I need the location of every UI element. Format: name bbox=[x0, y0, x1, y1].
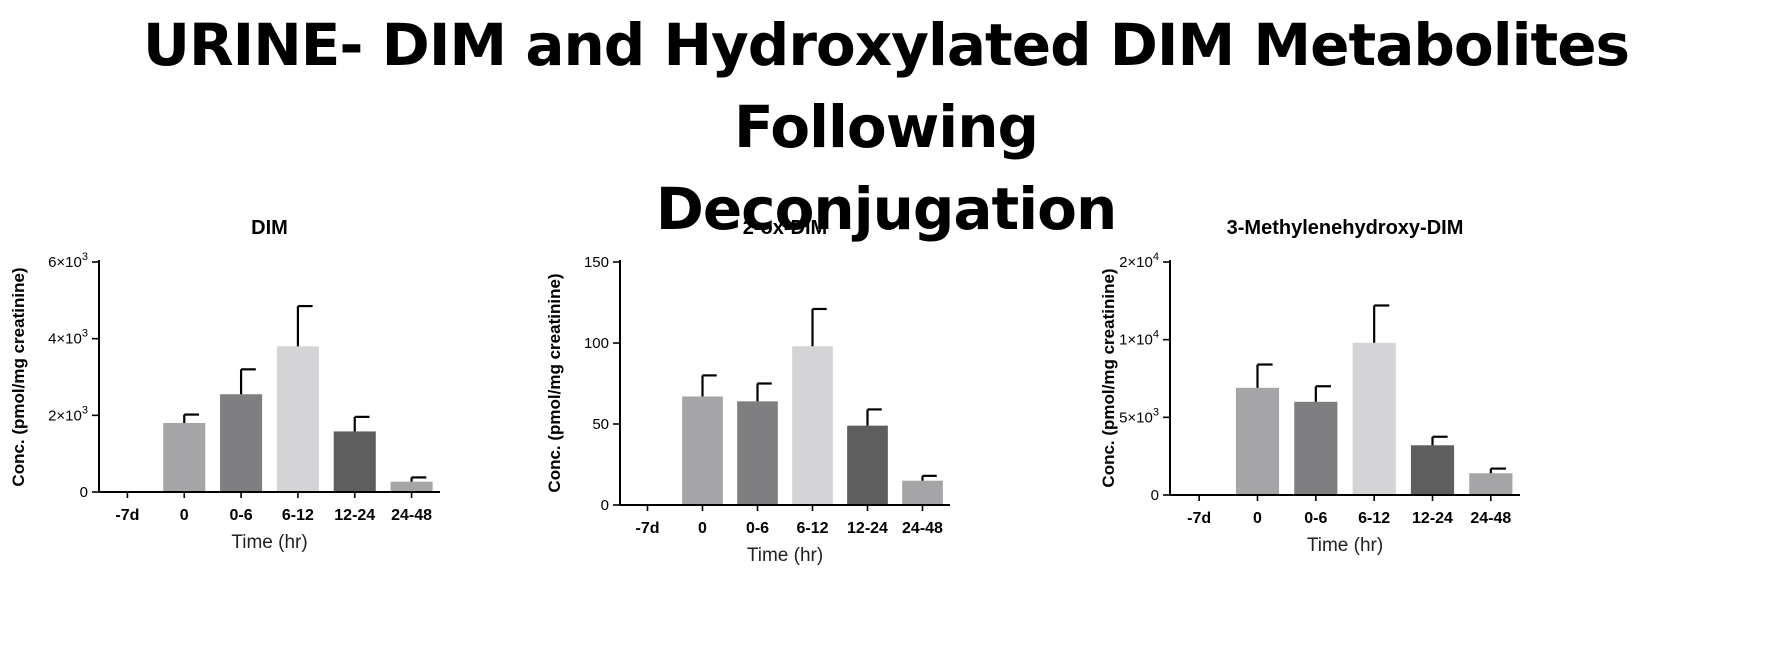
x-axis-label: Time (hr) bbox=[231, 532, 307, 553]
x-tick-label: 0 bbox=[1253, 510, 1262, 527]
y-tick-label: 0 bbox=[80, 484, 88, 501]
bar-12-24 bbox=[333, 431, 376, 492]
bar-6-12 bbox=[1352, 342, 1396, 495]
bar-0 bbox=[1235, 387, 1280, 495]
bar-12-24 bbox=[847, 425, 888, 505]
x-tick-label: 12-24 bbox=[1412, 510, 1453, 527]
x-axis-label: Time (hr) bbox=[747, 545, 823, 566]
bar-24-48 bbox=[1469, 473, 1513, 495]
figure-title-line-2: Deconjugation bbox=[655, 175, 1118, 243]
x-tick-label: 0-6 bbox=[746, 520, 769, 537]
x-tick-label: 12-24 bbox=[847, 520, 888, 537]
bar-0 bbox=[163, 423, 206, 492]
figure-title-line-1: URINE- DIM and Hydroxylated DIM Metaboli… bbox=[142, 11, 1630, 161]
bar-0-6 bbox=[737, 401, 778, 505]
x-tick-label: 0 bbox=[180, 507, 189, 524]
x-tick-label: 12-24 bbox=[334, 507, 375, 524]
y-tick-label: 0 bbox=[1151, 487, 1159, 504]
y-axis-label: Conc. (pmol/mg creatinine) bbox=[1099, 268, 1118, 487]
y-tick-label: 150 bbox=[584, 254, 609, 271]
y-axis-label: Conc. (pmol/mg creatinine) bbox=[9, 267, 28, 486]
y-tick-label: 2×104 bbox=[1119, 251, 1159, 271]
bar-24-48 bbox=[390, 481, 433, 492]
x-tick-label: 6-12 bbox=[796, 520, 828, 537]
x-tick-label: 0 bbox=[698, 520, 707, 537]
y-tick-label: 100 bbox=[584, 335, 609, 352]
x-tick-label: 24-48 bbox=[1470, 510, 1511, 527]
chart-title: 2-ox-DIM bbox=[743, 217, 827, 239]
chart-title: 3-Methylenehydroxy-DIM bbox=[1227, 217, 1464, 239]
y-tick-label: 2×103 bbox=[48, 404, 88, 424]
figure-title: URINE- DIM and Hydroxylated DIM Metaboli… bbox=[0, 4, 1772, 250]
y-axis-label: Conc. (pmol/mg creatinine) bbox=[545, 273, 564, 492]
x-axis-label: Time (hr) bbox=[1307, 535, 1383, 556]
bar-24-48 bbox=[902, 480, 943, 505]
y-tick-label: 0 bbox=[601, 497, 609, 514]
x-tick-label: 0-6 bbox=[1304, 510, 1327, 527]
x-tick-label: 6-12 bbox=[282, 507, 314, 524]
bar-6-12 bbox=[792, 346, 833, 505]
chart-panel-3: 3-Methylenehydroxy-DIM Conc. (pmol/mg cre… bbox=[1099, 217, 1520, 556]
chart-panel-1: DIM Conc. (pmol/mg creatinine) Time (hr) -7… bbox=[9, 217, 440, 553]
y-tick-label: 5×103 bbox=[1119, 406, 1159, 426]
x-tick-label: 0-6 bbox=[230, 507, 253, 524]
x-tick-label: -7d bbox=[1187, 510, 1211, 527]
x-tick-label: 24-48 bbox=[902, 520, 943, 537]
y-tick-label: 4×103 bbox=[48, 328, 88, 348]
x-tick-label: -7d bbox=[636, 520, 660, 537]
bar-6-12 bbox=[276, 346, 319, 492]
bar-0-6 bbox=[220, 394, 263, 492]
x-tick-label: 24-48 bbox=[391, 507, 432, 524]
chart-panel-2: 2-ox-DIM Conc. (pmol/mg creatinine) Time (… bbox=[545, 217, 950, 566]
bar-0-6 bbox=[1294, 401, 1338, 495]
x-tick-label: -7d bbox=[115, 507, 139, 524]
bar-12-24 bbox=[1410, 445, 1455, 495]
bar-0 bbox=[682, 396, 723, 505]
y-tick-label: 6×103 bbox=[48, 251, 88, 271]
x-tick-label: 6-12 bbox=[1358, 510, 1390, 527]
y-tick-label: 1×104 bbox=[1119, 329, 1159, 349]
y-tick-label: 50 bbox=[592, 416, 609, 433]
chart-title: DIM bbox=[251, 217, 288, 239]
